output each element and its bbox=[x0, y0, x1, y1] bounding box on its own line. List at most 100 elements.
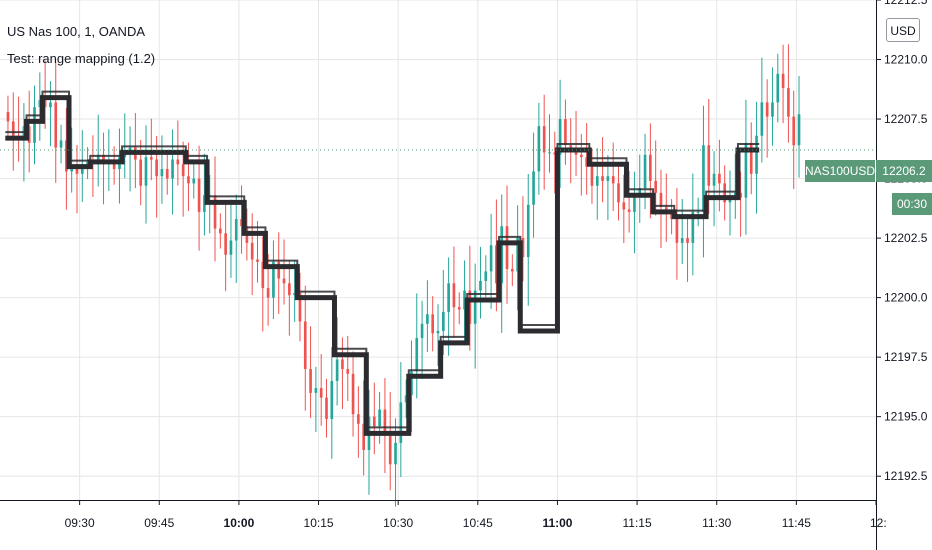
candle-body bbox=[564, 119, 567, 146]
x-tick-label: 10:30 bbox=[383, 516, 413, 530]
candle-body bbox=[585, 157, 588, 167]
candle-body bbox=[749, 142, 753, 174]
range-mapping-upper bbox=[5, 90, 760, 429]
candle-body bbox=[505, 226, 509, 270]
candle-body bbox=[447, 283, 450, 312]
candle-body bbox=[197, 178, 201, 212]
candle-body bbox=[670, 214, 673, 220]
candle-body bbox=[277, 261, 281, 279]
candle-body bbox=[617, 183, 620, 203]
candle-body bbox=[511, 269, 514, 272]
candle-body bbox=[457, 307, 461, 310]
candle-body bbox=[473, 290, 477, 324]
candle-body bbox=[203, 195, 206, 212]
candle-body bbox=[330, 380, 334, 420]
x-axis-tick-labels: 09:30 09:45 10:00 10:15 10:30 10:45 11:00 11:15… bbox=[65, 500, 887, 530]
candle-body bbox=[771, 102, 774, 117]
range-mapping-path bbox=[5, 95, 760, 436]
candle-body bbox=[165, 169, 169, 179]
candle-body bbox=[11, 121, 15, 136]
candle-body bbox=[112, 161, 116, 170]
candle-body bbox=[744, 142, 748, 198]
candle-body bbox=[256, 259, 259, 262]
candle-body bbox=[325, 397, 328, 420]
candle-body bbox=[404, 395, 408, 403]
candle-body bbox=[680, 238, 684, 243]
candle-body bbox=[372, 416, 376, 427]
candle-body bbox=[357, 414, 360, 424]
candle-body bbox=[240, 219, 243, 227]
candle-body bbox=[606, 176, 610, 181]
candle-body bbox=[452, 283, 456, 308]
y-tick-label: 12192.5 bbox=[884, 469, 928, 483]
candle-body bbox=[266, 288, 270, 298]
candle-body bbox=[86, 161, 89, 165]
bar-countdown-label: 00:30 bbox=[892, 193, 932, 215]
chart-title[interactable]: US Nas 100, 1, OANDA bbox=[7, 24, 145, 39]
x-tick-label: 11:00 bbox=[542, 516, 572, 530]
candle-body bbox=[792, 116, 796, 146]
candle-body bbox=[691, 211, 695, 243]
candle-body bbox=[702, 145, 705, 212]
y-tick-label: 12210.0 bbox=[884, 53, 928, 67]
candle-body bbox=[420, 323, 424, 339]
candle-body bbox=[351, 373, 355, 415]
indicator-legend[interactable]: Test: range mapping (1.2) bbox=[7, 51, 156, 66]
candle-body bbox=[765, 102, 769, 117]
candle-body bbox=[229, 240, 233, 255]
y-axis-tick-labels: 12192.512195.012197.512200.012202.512205… bbox=[876, 0, 928, 483]
candle-body bbox=[65, 140, 68, 172]
chart-grid bbox=[0, 0, 876, 500]
candle-body bbox=[288, 283, 291, 296]
candle-body bbox=[580, 154, 583, 158]
candle-body bbox=[22, 126, 26, 141]
y-tick-label: 12207.5 bbox=[884, 112, 928, 126]
candle-body bbox=[54, 102, 58, 148]
x-tick-label: 11:45 bbox=[782, 516, 811, 530]
candle-body bbox=[213, 195, 217, 229]
candle-body bbox=[542, 126, 546, 153]
candle-body bbox=[521, 238, 525, 258]
candle-body bbox=[548, 152, 551, 154]
candle-body bbox=[38, 100, 42, 108]
candle-body bbox=[346, 369, 350, 374]
candle-body bbox=[686, 238, 689, 243]
x-tick-label: 09:30 bbox=[65, 516, 95, 530]
candle-body bbox=[707, 145, 711, 186]
candle-body bbox=[776, 73, 780, 103]
candle-body bbox=[139, 159, 143, 186]
currency-button[interactable]: USD bbox=[886, 18, 920, 42]
y-tick-label: 12200.0 bbox=[884, 291, 928, 305]
candle-body bbox=[282, 278, 286, 284]
candle-body bbox=[144, 157, 148, 186]
candle-body bbox=[298, 292, 302, 322]
candle-body bbox=[797, 114, 801, 146]
x-tick-label: 10:00 bbox=[224, 516, 255, 530]
candle-body bbox=[590, 166, 594, 186]
candle-body bbox=[341, 359, 344, 370]
candle-body bbox=[622, 202, 626, 210]
candle-body bbox=[436, 330, 440, 334]
candle-body bbox=[234, 219, 238, 241]
candle-body bbox=[526, 204, 530, 258]
candle-body bbox=[394, 442, 397, 465]
candle-body bbox=[558, 119, 562, 155]
candle-body bbox=[192, 178, 196, 184]
candle-body bbox=[319, 388, 323, 398]
x-tick-label: 11:30 bbox=[702, 516, 731, 530]
candle-body bbox=[59, 140, 63, 148]
candle-body bbox=[378, 409, 381, 427]
candle-body bbox=[219, 228, 222, 234]
symbol-price-label: NAS100USD bbox=[805, 160, 875, 182]
candle-body bbox=[696, 211, 700, 213]
range-mapping-line bbox=[5, 90, 760, 436]
candle-body bbox=[468, 290, 472, 324]
candle-body bbox=[675, 219, 679, 243]
candle-body bbox=[426, 314, 429, 324]
candle-body bbox=[224, 233, 227, 255]
candle-body bbox=[309, 369, 312, 393]
candle-body bbox=[627, 209, 631, 212]
candle-body bbox=[755, 135, 758, 174]
candle-body bbox=[739, 192, 742, 198]
